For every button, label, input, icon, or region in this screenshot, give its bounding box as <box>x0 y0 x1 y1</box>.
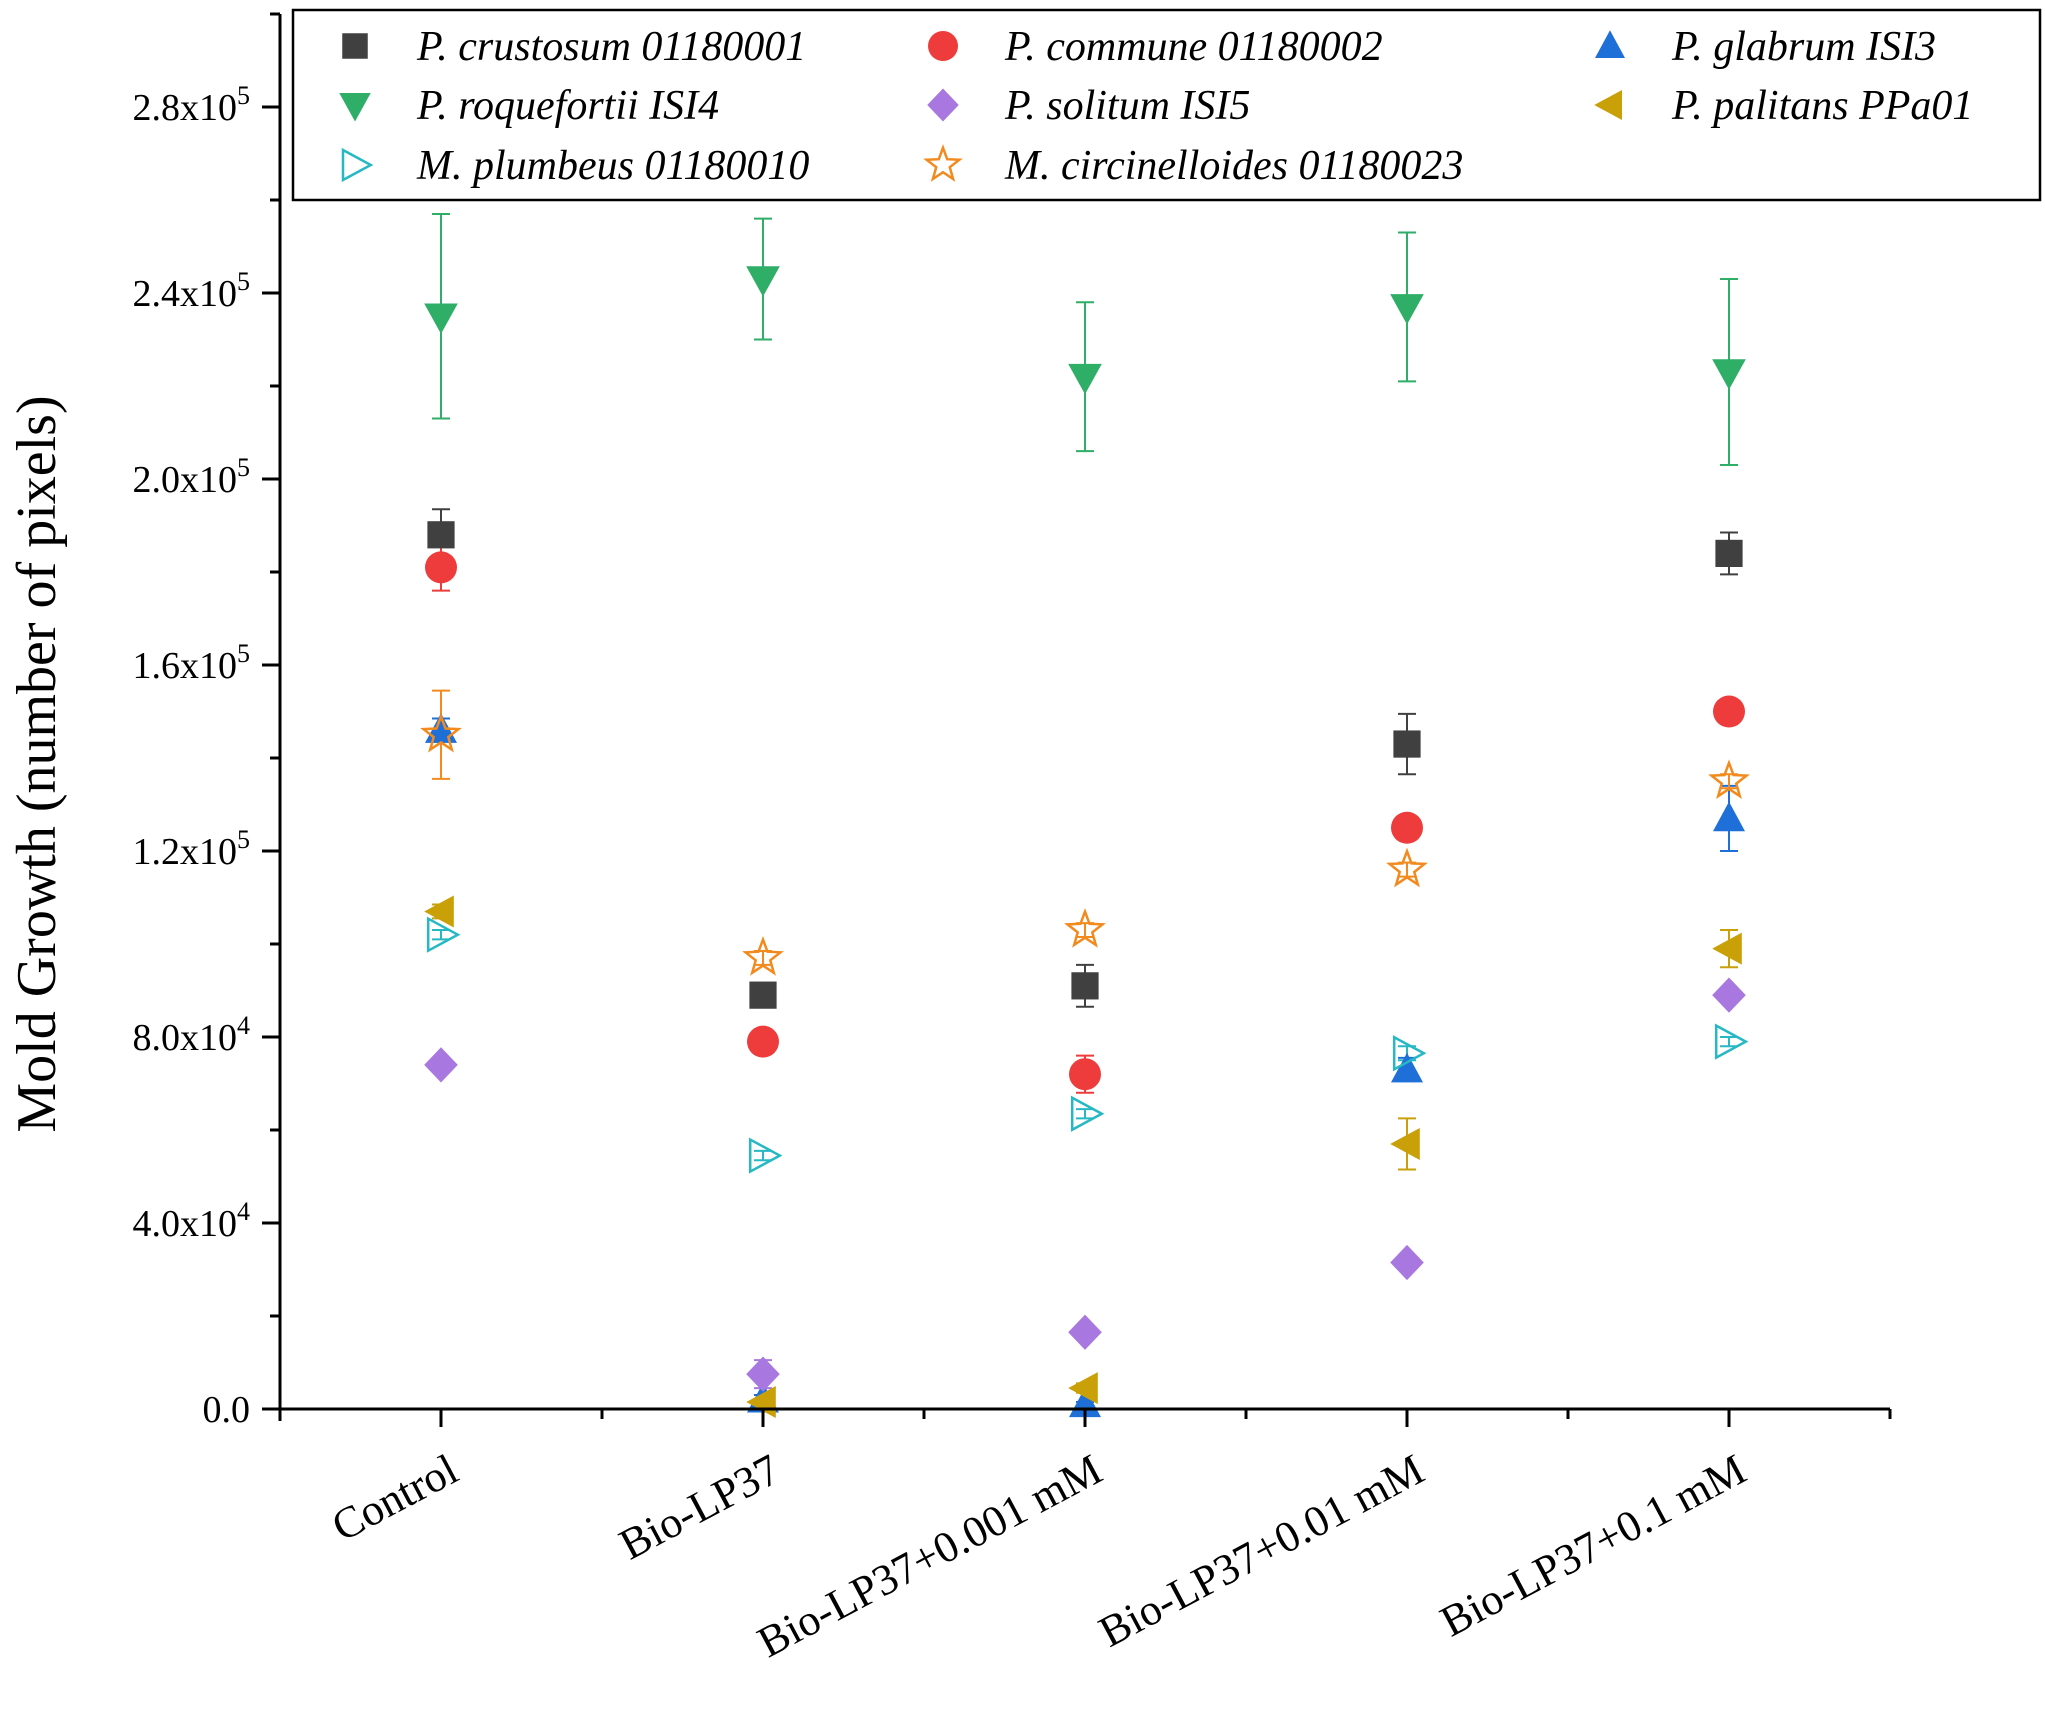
data-point <box>1712 977 1746 1013</box>
y-tick-label: 0.0 <box>203 1389 251 1431</box>
data-point <box>424 895 454 928</box>
data-point <box>1391 1052 1423 1083</box>
x-category-label: Bio-LP37 <box>611 1445 787 1570</box>
data-point <box>1390 1244 1424 1281</box>
data-point <box>1390 1127 1420 1160</box>
data-point <box>1068 1372 1098 1405</box>
legend-marker <box>1594 90 1622 120</box>
legend-label: P. commune 01180002 <box>1004 24 1383 70</box>
data-point <box>1391 811 1423 844</box>
data-point <box>424 1047 458 1083</box>
data-point <box>1071 972 1099 1000</box>
y-tick-label: 8.0x104 <box>133 1011 251 1059</box>
data-point <box>1068 1314 1102 1350</box>
data-point <box>1392 1035 1427 1072</box>
legend-label: P. solitum ISI5 <box>1004 83 1250 129</box>
data-point <box>420 712 462 753</box>
series-star <box>432 689 1738 966</box>
legend-label: P. roquefortii ISI4 <box>416 83 719 129</box>
legend-label: M. plumbeus 01180010 <box>416 143 809 189</box>
legend-label: P. glabrum ISI3 <box>1671 24 1936 70</box>
legend-marker <box>1595 30 1625 58</box>
y-tick-label: 4.0x104 <box>133 1197 251 1245</box>
legend-label: M. circinelloides 01180023 <box>1004 143 1463 189</box>
legend-box <box>291 8 2042 202</box>
data-point <box>747 1025 779 1058</box>
data-point <box>748 1137 783 1174</box>
data-point <box>749 981 777 1009</box>
legend-marker <box>339 93 371 122</box>
x-category-label: Control <box>324 1445 466 1551</box>
series-markers <box>426 916 1749 1174</box>
y-axis: 0.0 4.0x104 8.0x104 1.2x105 1.6x105 2.0x105 2.… <box>133 12 282 1431</box>
plot-area <box>420 212 1750 1419</box>
series-markers <box>425 551 1745 1091</box>
x-category-label: Bio-LP37+0.001 mM <box>750 1445 1110 1667</box>
data-point <box>1708 759 1750 800</box>
data-point <box>1393 730 1421 758</box>
data-point <box>746 1356 780 1392</box>
y-tick-label: 2.0x105 <box>133 453 251 501</box>
data-point <box>424 303 458 334</box>
series-markers <box>420 712 1750 976</box>
series-triangle-down <box>432 212 1738 467</box>
legend-label: P. palitans PPa01 <box>1671 83 1973 129</box>
data-point <box>1712 932 1742 965</box>
x-category-label: Bio-LP37+0.01 mM <box>1091 1445 1432 1657</box>
y-tick-label: 1.2x105 <box>133 825 251 873</box>
data-point <box>1715 539 1743 567</box>
legend-marker <box>928 31 958 61</box>
x-category-label: Bio-LP37+0.1 mM <box>1432 1445 1753 1647</box>
y-tick-label: 1.6x105 <box>133 639 251 687</box>
data-point <box>426 916 461 953</box>
data-point <box>1068 363 1102 395</box>
data-point <box>1069 1058 1101 1091</box>
data-point <box>1064 907 1106 948</box>
data-point <box>746 266 780 297</box>
legend-marker <box>923 144 963 182</box>
data-point <box>1390 294 1424 325</box>
legend-label: P. crustosum 01180001 <box>416 24 806 70</box>
data-point <box>1070 1095 1105 1132</box>
legend-marker <box>342 33 368 59</box>
legend: P. crustosum 01180001 P. commune 01180002… <box>291 8 2042 202</box>
legend-marker <box>927 88 959 122</box>
data-point <box>425 551 457 584</box>
data-point <box>1713 695 1745 728</box>
series-markers <box>427 521 1743 1009</box>
series-markers <box>424 977 1746 1392</box>
series-markers <box>424 266 1746 395</box>
data-point <box>1712 359 1746 390</box>
data-point <box>1714 1023 1749 1060</box>
y-tick-label: 2.8x105 <box>133 81 251 129</box>
data-point <box>427 521 455 549</box>
data-point <box>742 936 784 976</box>
series-circle <box>432 543 1738 1094</box>
legend-marker <box>341 147 374 183</box>
data-point <box>1386 847 1428 888</box>
y-axis-title: Mold Growth (number of pixels) <box>6 395 68 1132</box>
y-tick-label: 2.4x105 <box>133 267 251 315</box>
data-point <box>1713 801 1745 832</box>
